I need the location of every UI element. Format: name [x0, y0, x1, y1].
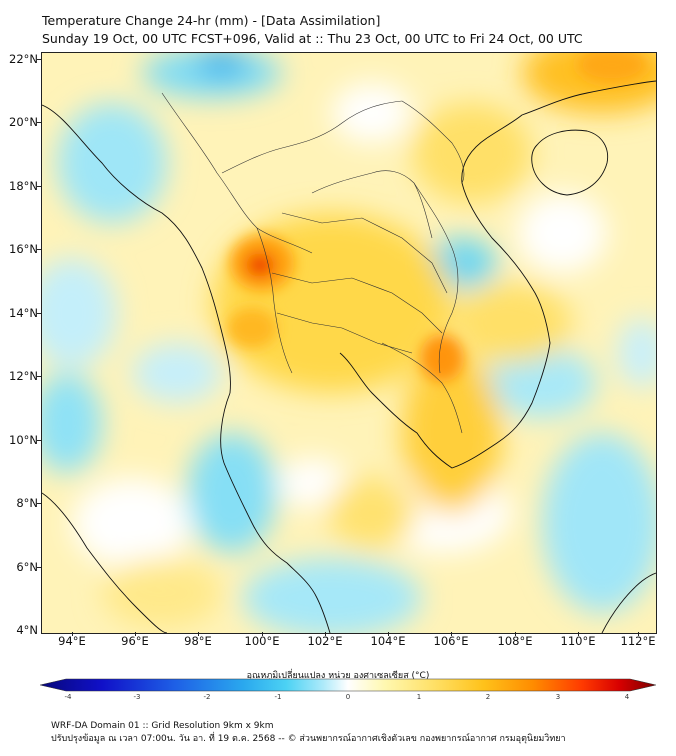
lon-tick-label: 110°E — [560, 634, 596, 648]
lat-tick-label: 18°N — [9, 179, 38, 193]
map-title: Temperature Change 24-hr (mm) - [Data As… — [42, 12, 583, 48]
colorbar-tick: -4 — [64, 693, 72, 701]
lat-tick-label: 8°N — [16, 496, 38, 510]
lon-tick-label: 104°E — [370, 634, 406, 648]
lon-tick-label: 102°E — [307, 634, 343, 648]
footer-line-2: ปรับปรุงข้อมูล ณ เวลา 07:00น. วัน อา. ที… — [51, 734, 566, 744]
lon-tick-label: 98°E — [184, 634, 212, 648]
hotspots — [227, 53, 647, 382]
colorbar-tick: -3 — [133, 693, 141, 701]
footer-line-1: WRF-DA Domain 01 :: Grid Resolution 9km … — [51, 721, 274, 731]
temperature-change-map — [41, 52, 657, 634]
colorbar-tick: 1 — [416, 693, 422, 701]
lat-tick-label: 14°N — [9, 306, 38, 320]
colorbar-tick: -2 — [203, 693, 211, 701]
colorbar — [40, 678, 656, 692]
colorbar-tick: 4 — [624, 693, 630, 701]
lat-tick-label: 12°N — [9, 369, 38, 383]
temperature-field — [42, 53, 656, 633]
lon-tick-label: 112°E — [620, 634, 656, 648]
colorbar-tick: -1 — [274, 693, 282, 701]
lon-tick-label: 100°E — [244, 634, 280, 648]
lon-tick-label: 106°E — [433, 634, 469, 648]
lon-tick-label: 108°E — [497, 634, 533, 648]
lon-tick-label: 96°E — [121, 634, 149, 648]
title-line-1: Temperature Change 24-hr (mm) - [Data As… — [42, 13, 381, 28]
lat-tick-label: 6°N — [16, 560, 38, 574]
colorbar-tick: 3 — [555, 693, 561, 701]
lat-tick-label: 4°N — [16, 623, 38, 637]
colorbar-tick: 0 — [345, 693, 351, 701]
footer-credits: WRF-DA Domain 01 :: Grid Resolution 9km … — [51, 720, 566, 746]
lat-tick-label: 16°N — [9, 242, 38, 256]
lat-tick-label: 20°N — [9, 115, 38, 129]
colorbar-label: อุณหภูมิเปลี่ยนแปลง หน่วย องศาเซลเซียส (… — [246, 671, 430, 681]
lon-tick-label: 94°E — [58, 634, 86, 648]
coastlines — [42, 80, 656, 633]
title-line-2: Sunday 19 Oct, 00 UTC FCST+096, Valid at… — [42, 31, 583, 46]
map-canvas — [42, 53, 656, 633]
lat-tick-label: 22°N — [9, 52, 38, 66]
colorbar-tick: 2 — [485, 693, 491, 701]
province-borders — [161, 92, 465, 434]
lat-tick-label: 10°N — [9, 433, 38, 447]
